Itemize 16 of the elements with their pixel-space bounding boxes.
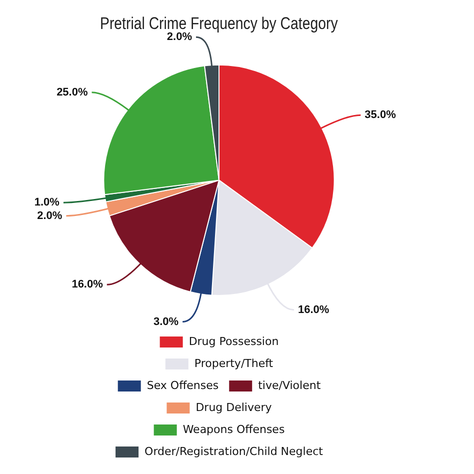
data-label: 3.0% (154, 316, 179, 328)
chart-title: Pretrial Crime Frequency by Category (100, 14, 338, 34)
data-label: 25.0% (56, 86, 88, 98)
legend-label: Order/Registration/Child Neglect (144, 444, 324, 458)
legend-label: Property/Theft (194, 356, 274, 370)
legend-label: Drug Possession (188, 334, 279, 348)
legend-label: Drug Delivery (196, 400, 272, 414)
data-label: 16.0% (298, 304, 330, 316)
data-label: 16.0% (72, 278, 104, 291)
data-label: 1.0% (34, 196, 60, 209)
legend-label: tive/Violent (258, 378, 322, 392)
legend-label: Weapons Offenses (182, 422, 285, 436)
data-label: 35.0% (364, 109, 396, 122)
legend-label: Sex Offenses (146, 378, 219, 392)
data-label: 2.0% (37, 210, 62, 222)
data-label: 2.0% (166, 31, 192, 44)
